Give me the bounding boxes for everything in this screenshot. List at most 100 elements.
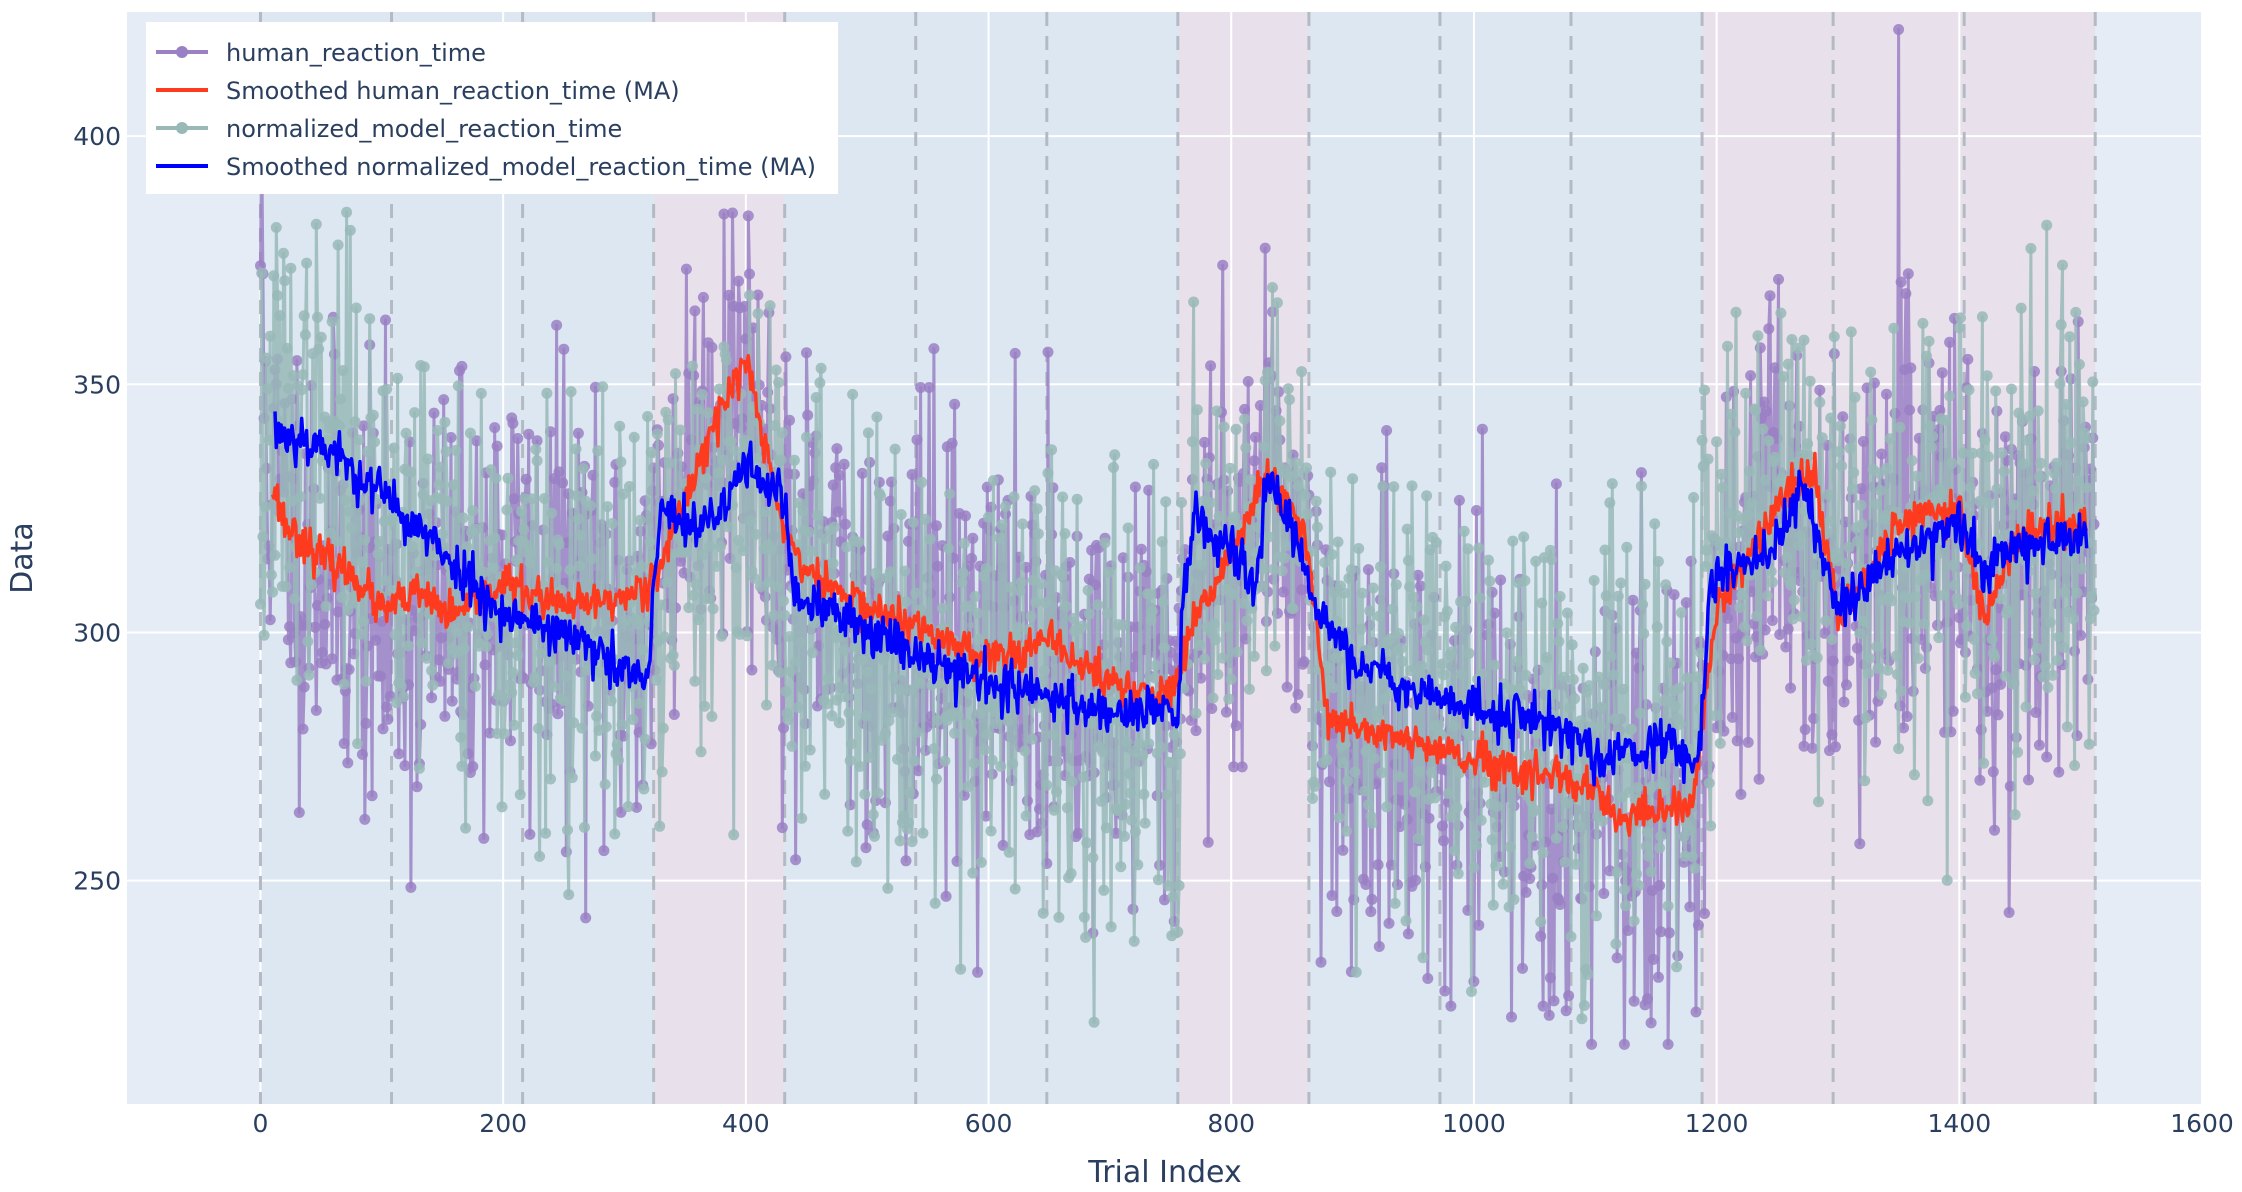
data-point xyxy=(949,398,961,410)
data-point xyxy=(1206,703,1218,714)
data-point xyxy=(775,454,787,466)
data-point xyxy=(899,565,911,577)
data-point xyxy=(1120,798,1132,810)
data-point xyxy=(282,383,294,394)
data-point xyxy=(2023,774,2034,786)
data-point xyxy=(1526,831,1538,843)
data-point xyxy=(1548,995,1560,1007)
y-axis-ticks: 250 300 350 400 xyxy=(73,122,121,896)
data-point xyxy=(1674,718,1686,730)
data-point xyxy=(1470,840,1482,851)
data-point xyxy=(1324,776,1335,788)
data-point xyxy=(761,699,772,711)
data-point xyxy=(636,561,647,573)
data-point xyxy=(1668,589,1680,601)
data-point xyxy=(904,786,916,798)
data-point xyxy=(264,614,276,626)
data-point xyxy=(1377,480,1389,492)
data-point xyxy=(268,270,280,282)
data-point xyxy=(805,545,817,557)
data-point xyxy=(1202,481,1214,493)
data-point xyxy=(256,267,268,279)
data-point xyxy=(1822,489,1834,501)
data-point xyxy=(413,762,425,774)
data-point xyxy=(1520,669,1532,681)
data-point xyxy=(856,467,868,479)
data-point xyxy=(2064,331,2076,343)
data-point xyxy=(1827,655,1839,667)
data-point xyxy=(952,710,964,722)
data-point xyxy=(627,714,639,725)
data-point xyxy=(1342,775,1354,787)
data-point xyxy=(1381,801,1393,813)
data-point xyxy=(1004,581,1016,593)
data-point xyxy=(1133,738,1145,750)
data-point xyxy=(1598,888,1610,899)
data-point xyxy=(974,708,986,720)
data-point xyxy=(508,493,520,505)
data-point xyxy=(730,562,742,574)
data-point xyxy=(1722,340,1733,352)
data-point xyxy=(1404,581,1416,593)
legend-marker-human xyxy=(176,46,188,58)
data-point xyxy=(780,686,792,698)
data-point xyxy=(1836,460,1848,472)
data-point xyxy=(861,666,873,678)
data-point xyxy=(972,966,984,978)
data-point xyxy=(366,790,378,802)
data-point xyxy=(1523,749,1534,761)
data-point xyxy=(507,667,519,679)
data-point xyxy=(1635,480,1647,492)
data-point xyxy=(1484,575,1496,587)
data-point xyxy=(1512,655,1524,667)
data-point xyxy=(310,218,322,230)
data-point xyxy=(2003,907,2015,918)
data-point xyxy=(661,576,673,588)
data-point xyxy=(801,431,812,443)
data-point xyxy=(1524,858,1536,869)
data-point xyxy=(480,641,492,653)
data-point xyxy=(1847,483,1858,495)
data-point xyxy=(895,509,907,520)
data-point xyxy=(1566,639,1578,651)
data-point xyxy=(1746,497,1758,509)
data-point xyxy=(1159,642,1170,654)
data-point xyxy=(1753,773,1765,785)
data-point xyxy=(433,479,445,491)
data-point xyxy=(297,723,309,735)
data-point xyxy=(1017,518,1028,530)
data-point xyxy=(1594,721,1606,733)
data-point xyxy=(2044,616,2056,628)
data-point xyxy=(1446,646,1458,658)
data-point xyxy=(1703,777,1715,789)
data-point xyxy=(349,416,361,428)
data-point xyxy=(1799,724,1811,735)
data-point xyxy=(1106,696,1118,708)
data-point xyxy=(815,362,827,374)
data-point xyxy=(1387,603,1399,615)
data-point xyxy=(727,207,738,219)
data-point xyxy=(893,684,905,696)
data-point xyxy=(1711,436,1723,448)
data-point xyxy=(939,755,951,767)
data-point xyxy=(285,262,297,274)
data-point xyxy=(966,553,978,564)
data-point xyxy=(1947,705,1959,717)
data-point xyxy=(443,657,455,669)
data-point xyxy=(1501,627,1513,639)
data-point xyxy=(655,599,667,611)
data-point xyxy=(1837,411,1849,423)
data-point xyxy=(377,723,389,735)
data-point xyxy=(1804,375,1816,387)
data-point xyxy=(887,706,899,718)
data-point xyxy=(1780,641,1792,653)
data-point xyxy=(2070,306,2082,318)
data-point xyxy=(589,750,601,762)
data-point xyxy=(796,812,808,824)
data-point xyxy=(1865,366,1877,378)
data-point xyxy=(479,659,491,671)
data-point xyxy=(1012,622,1024,634)
data-point xyxy=(859,788,871,800)
data-point xyxy=(1025,610,1037,622)
data-point xyxy=(790,854,802,866)
